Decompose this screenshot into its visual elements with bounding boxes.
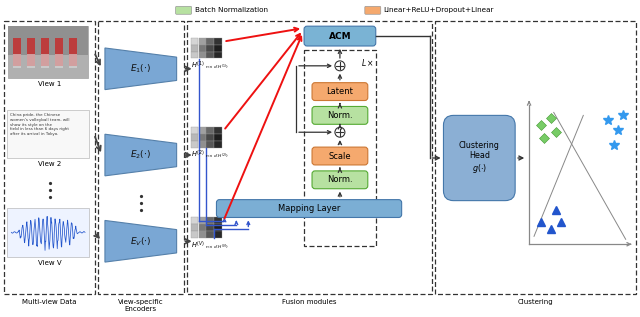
- FancyBboxPatch shape: [304, 26, 376, 46]
- Bar: [214, 52, 222, 58]
- Circle shape: [335, 61, 345, 71]
- Text: Multi-view Data: Multi-view Data: [22, 299, 77, 305]
- Bar: [214, 45, 222, 52]
- Bar: [198, 224, 206, 231]
- Text: $H^{(1)}$: $H^{(1)}$: [191, 60, 204, 71]
- Bar: [198, 217, 206, 224]
- Bar: [187, 21, 431, 294]
- Text: $n\times d(H^{(V)})$: $n\times d(H^{(V)})$: [205, 242, 230, 252]
- Text: $H^{(2)}$: $H^{(2)}$: [191, 149, 204, 160]
- Text: Fusion modules: Fusion modules: [282, 299, 336, 305]
- Text: Norm.: Norm.: [327, 111, 353, 120]
- Bar: [191, 224, 198, 231]
- Bar: [207, 224, 214, 231]
- Bar: [8, 26, 88, 78]
- Text: ACM: ACM: [328, 32, 351, 41]
- Bar: [41, 38, 49, 66]
- Bar: [41, 54, 49, 68]
- Text: Mapping Layer: Mapping Layer: [278, 204, 340, 213]
- Text: $E_2(\cdot)$: $E_2(\cdot)$: [131, 149, 151, 161]
- Bar: [214, 141, 222, 148]
- Bar: [198, 134, 206, 141]
- Text: View V: View V: [38, 260, 61, 266]
- Bar: [198, 127, 206, 134]
- Polygon shape: [105, 220, 177, 262]
- Bar: [191, 127, 198, 134]
- Text: Clustering
Head
$g(\cdot)$: Clustering Head $g(\cdot)$: [459, 141, 500, 175]
- Bar: [207, 38, 214, 45]
- Bar: [98, 21, 184, 294]
- Polygon shape: [105, 134, 177, 176]
- Bar: [8, 26, 88, 78]
- Bar: [214, 231, 222, 238]
- Text: View 2: View 2: [38, 161, 61, 167]
- Bar: [198, 45, 206, 52]
- Text: $n\times d(H^{(2)})$: $n\times d(H^{(2)})$: [205, 152, 230, 161]
- Polygon shape: [105, 48, 177, 90]
- Bar: [28, 38, 35, 66]
- Bar: [55, 54, 63, 68]
- FancyBboxPatch shape: [312, 147, 368, 165]
- Bar: [207, 134, 214, 141]
- Bar: [191, 141, 198, 148]
- Bar: [198, 141, 206, 148]
- FancyBboxPatch shape: [312, 107, 368, 124]
- Text: $E_1(\cdot)$: $E_1(\cdot)$: [131, 62, 151, 75]
- Bar: [207, 45, 214, 52]
- Bar: [8, 110, 89, 158]
- Bar: [198, 52, 206, 58]
- Circle shape: [335, 127, 345, 137]
- Bar: [207, 231, 214, 238]
- Text: $H^{(V)}$: $H^{(V)}$: [191, 239, 204, 250]
- Bar: [214, 38, 222, 45]
- Text: $n\times d(H^{(1)})$: $n\times d(H^{(1)})$: [205, 63, 230, 72]
- Bar: [13, 54, 21, 68]
- Bar: [55, 38, 63, 66]
- Bar: [198, 231, 206, 238]
- Bar: [207, 127, 214, 134]
- FancyBboxPatch shape: [365, 6, 381, 14]
- FancyBboxPatch shape: [312, 83, 368, 100]
- Bar: [28, 54, 35, 68]
- Bar: [207, 52, 214, 58]
- Bar: [214, 217, 222, 224]
- FancyBboxPatch shape: [312, 171, 368, 189]
- Text: Clustering: Clustering: [518, 299, 554, 305]
- Bar: [435, 21, 636, 294]
- Bar: [191, 38, 198, 45]
- Bar: [8, 26, 88, 55]
- Bar: [214, 127, 222, 134]
- Bar: [198, 38, 206, 45]
- Bar: [69, 54, 77, 68]
- Bar: [207, 141, 214, 148]
- Text: View-specific
Encoders: View-specific Encoders: [118, 299, 164, 312]
- Text: $E_V(\cdot)$: $E_V(\cdot)$: [130, 235, 152, 248]
- Bar: [69, 38, 77, 66]
- Bar: [191, 231, 198, 238]
- Text: View 1: View 1: [38, 81, 61, 87]
- FancyBboxPatch shape: [216, 200, 402, 217]
- FancyBboxPatch shape: [444, 115, 515, 201]
- FancyBboxPatch shape: [175, 6, 191, 14]
- Text: Latent: Latent: [326, 87, 353, 96]
- Text: Linear+ReLU+Dropout+Linear: Linear+ReLU+Dropout+Linear: [384, 7, 494, 13]
- Bar: [214, 224, 222, 231]
- Bar: [8, 208, 89, 257]
- Bar: [191, 45, 198, 52]
- Text: Scale: Scale: [328, 152, 351, 160]
- Bar: [191, 134, 198, 141]
- Text: Batch Normalization: Batch Normalization: [195, 7, 268, 13]
- Bar: [191, 52, 198, 58]
- Bar: [304, 50, 376, 246]
- Bar: [191, 217, 198, 224]
- Bar: [4, 21, 95, 294]
- Text: China pride, the Chinese
women's volleyball team, will
show its style on the
fie: China pride, the Chinese women's volleyb…: [10, 113, 70, 136]
- Text: $L\times$: $L\times$: [361, 57, 374, 68]
- Bar: [214, 134, 222, 141]
- Text: Norm.: Norm.: [327, 175, 353, 184]
- Bar: [13, 38, 21, 66]
- Bar: [207, 217, 214, 224]
